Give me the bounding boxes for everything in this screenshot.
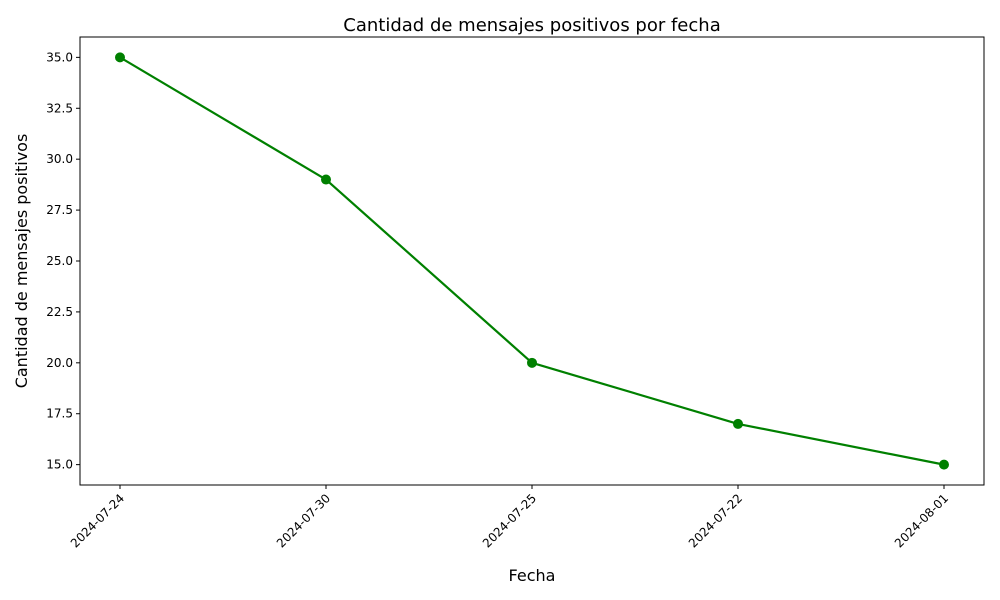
- y-tick-label: 22.5: [46, 305, 73, 319]
- x-tick-label: 2024-07-30: [274, 491, 333, 550]
- y-tick-label: 27.5: [46, 203, 73, 217]
- x-tick-label: 2024-07-24: [68, 491, 127, 550]
- series-layer: [115, 52, 949, 470]
- y-tick-label: 30.0: [46, 152, 73, 166]
- x-axis: 2024-07-24 2024-07-30 2024-07-25 2024-07-22…: [68, 485, 951, 550]
- y-tick-label: 25.0: [46, 254, 73, 268]
- x-tick-label: 2024-07-25: [480, 491, 539, 550]
- plot-frame: [79, 36, 985, 486]
- data-point: [321, 174, 331, 185]
- x-axis-label: Fecha: [509, 566, 556, 585]
- y-tick-label: 17.5: [46, 407, 73, 421]
- x-tick-label: 2024-07-22: [686, 491, 745, 550]
- x-tick-label: 2024-08-01: [892, 491, 951, 550]
- y-tick-label: 32.5: [46, 101, 73, 115]
- y-tick-label: 15.0: [46, 458, 73, 472]
- chart-title: Cantidad de mensajes positivos por fecha: [343, 15, 720, 36]
- y-axis-label: Cantidad de mensajes positivos: [12, 134, 31, 389]
- data-point: [115, 52, 125, 63]
- y-axis: 15.0 17.5 20.0 22.5 25.0 27.5 30.0 32.5 35.0: [46, 50, 80, 472]
- data-point: [939, 459, 949, 470]
- data-point: [733, 418, 743, 429]
- data-point: [527, 357, 537, 368]
- y-tick-label: 35.0: [46, 50, 73, 64]
- plot-area: [79, 36, 985, 486]
- y-tick-label: 20.0: [46, 356, 73, 370]
